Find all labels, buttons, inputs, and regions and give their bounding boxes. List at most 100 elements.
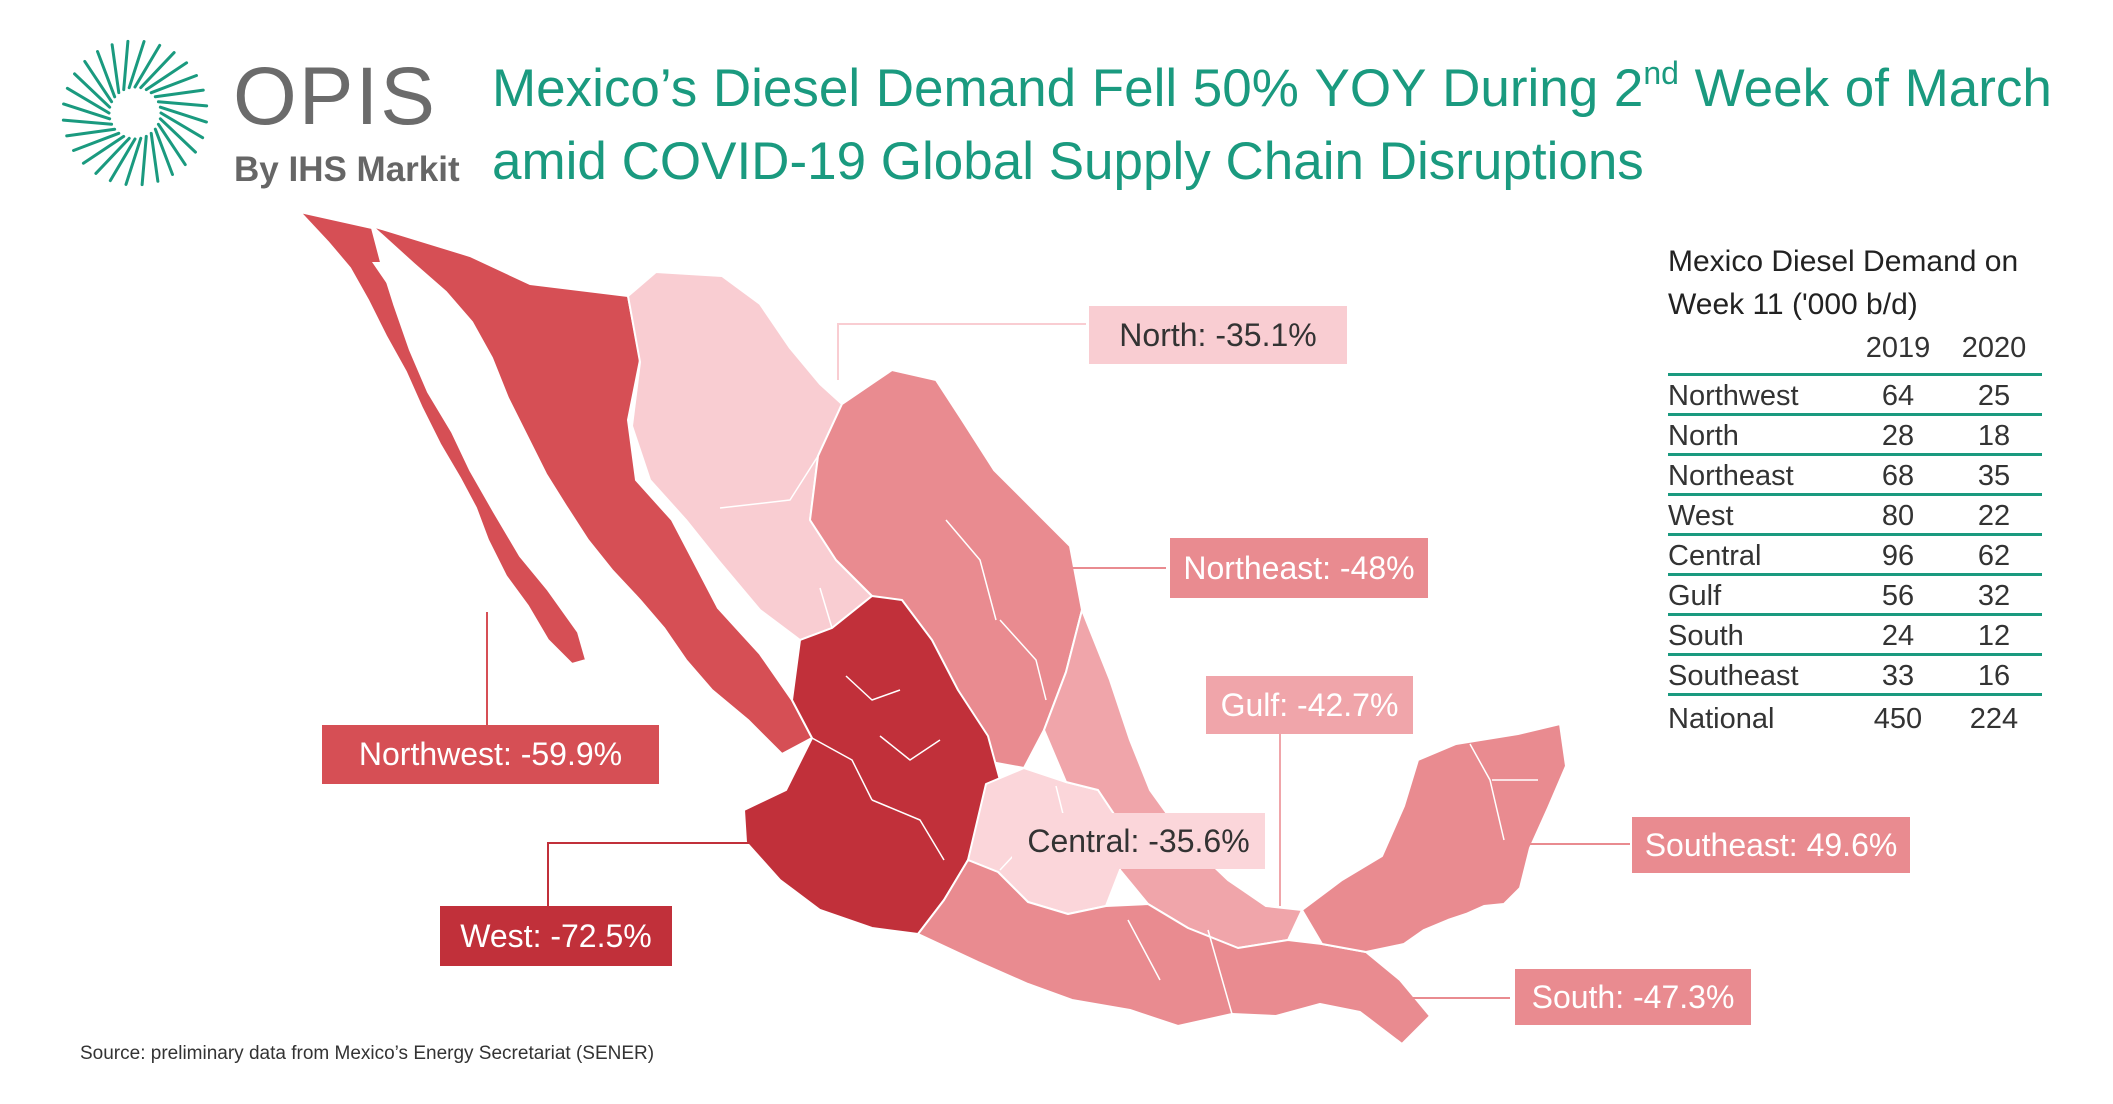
brand-name: OPIS — [233, 51, 437, 142]
leader-north — [837, 323, 1086, 380]
column-header-2020: 2020 — [1961, 332, 2027, 364]
title-ordinal-suffix: nd — [1643, 55, 1679, 91]
logo-ray — [65, 127, 117, 138]
row-region: National — [1668, 703, 1775, 735]
row-region: West — [1668, 500, 1734, 532]
row-region: Northwest — [1668, 380, 1799, 412]
row-value-2019: 64 — [1881, 380, 1915, 412]
logo-ray — [133, 43, 162, 89]
title-word: Diesel — [712, 59, 861, 118]
title-word: Mexico’s — [492, 59, 698, 118]
brand-tagline: By IHS Markit — [234, 150, 460, 189]
logo-ray — [62, 102, 112, 121]
title-word: During — [1442, 59, 1599, 118]
row-value-2020: 224 — [1969, 703, 2019, 735]
table-row-west: West 80 22 — [1668, 496, 2042, 536]
logo-ray — [83, 59, 114, 104]
region-south — [917, 859, 1431, 1045]
logo-ray — [122, 39, 130, 92]
column-header-2019: 2019 — [1865, 332, 1931, 364]
logo-ray — [94, 136, 131, 175]
region-northwest-mainland — [371, 225, 813, 755]
table-row-gulf: Gulf 56 32 — [1668, 576, 2042, 616]
title-line-2: amid COVID-19 Global Supply Chain Disrup… — [492, 132, 1644, 191]
logo-ray — [139, 51, 176, 90]
row-value-2019: 450 — [1873, 703, 1923, 735]
page-title: Mexico’s Diesel Demand Fell 50% YOY Duri… — [492, 52, 2052, 198]
logo-ray — [156, 100, 209, 108]
logo-ray — [65, 86, 111, 115]
label-north: North: -35.1% — [1089, 306, 1347, 364]
table-row-national: National 450 224 — [1668, 696, 2042, 736]
logo-ray — [72, 131, 121, 152]
row-value-2019: 56 — [1881, 580, 1915, 612]
logo-ray — [140, 134, 148, 187]
diesel-demand-table: Mexico Diesel Demand on Week 11 ('000 b/… — [1668, 240, 2042, 736]
region-northwest-baja — [299, 211, 587, 665]
leader-west — [547, 842, 755, 906]
title-ordinal: 2nd — [1614, 52, 1679, 125]
table-row-central: Central 96 62 — [1668, 536, 2042, 576]
table-header-row: 2019 2020 — [1668, 332, 2042, 376]
title-word: 50% — [1192, 59, 1299, 118]
row-region: Northeast — [1668, 460, 1794, 492]
label-west: West: -72.5% — [440, 906, 672, 966]
row-region: South — [1668, 620, 1744, 652]
source-note: Source: preliminary data from Mexico’s E… — [80, 1043, 655, 1064]
row-region: Gulf — [1668, 580, 1722, 612]
title-word: YOY — [1314, 59, 1427, 118]
label-central: Central: -35.6% — [1012, 813, 1265, 869]
logo-ray — [156, 122, 187, 167]
row-value-2020: 25 — [1977, 380, 2011, 412]
title-word: Fell — [1091, 59, 1178, 118]
region-southeast — [1301, 723, 1567, 953]
logo-ray — [108, 137, 137, 183]
row-value-2019: 80 — [1881, 500, 1915, 532]
logo-ray — [124, 136, 143, 186]
title-ordinal-number: 2 — [1613, 59, 1644, 118]
table-row-northeast: Northeast 68 35 — [1668, 456, 2042, 496]
row-value-2019: 28 — [1881, 420, 1915, 452]
logo-ray — [149, 131, 160, 183]
sunburst-logo-icon — [61, 39, 209, 187]
opis-logo: OPIS By IHS Markit — [60, 38, 480, 198]
table-row-north: North 28 18 — [1668, 416, 2042, 456]
title-word: Week — [1694, 59, 1830, 118]
row-region: Central — [1668, 540, 1762, 572]
logo-ray — [127, 40, 146, 90]
label-southeast: Southeast: 49.6% — [1632, 817, 1910, 873]
table-row-northwest: Northwest 64 25 — [1668, 376, 2042, 416]
logo-ray — [153, 88, 205, 99]
row-value-2020: 35 — [1977, 460, 2011, 492]
row-region: North — [1668, 420, 1739, 452]
logo-ray — [73, 72, 112, 109]
title-word: March — [1904, 59, 2052, 118]
table-row-southeast: Southeast 33 16 — [1668, 656, 2042, 696]
row-value-2019: 96 — [1881, 540, 1915, 572]
logo-ray — [158, 105, 208, 124]
title-line-1: Mexico’s Diesel Demand Fell 50% YOY Duri… — [492, 52, 2052, 125]
table-title: Mexico Diesel Demand on Week 11 ('000 b/… — [1668, 245, 2019, 321]
label-south: South: -47.3% — [1515, 969, 1751, 1025]
label-northwest: Northwest: -59.9% — [322, 725, 659, 784]
region-west — [743, 595, 1001, 935]
title-word: Demand — [875, 59, 1077, 118]
row-value-2020: 22 — [1977, 500, 2011, 532]
row-value-2020: 18 — [1977, 420, 2011, 452]
logo-ray — [153, 127, 174, 176]
logo-ray — [96, 50, 117, 99]
row-value-2020: 32 — [1977, 580, 2011, 612]
logo-ray — [159, 111, 205, 140]
row-value-2020: 12 — [1977, 620, 2011, 652]
logo-ray — [144, 61, 189, 92]
label-northeast: Northeast: -48% — [1170, 538, 1428, 598]
logo-ray — [81, 134, 126, 165]
row-value-2019: 33 — [1881, 660, 1915, 692]
row-value-2020: 62 — [1977, 540, 2011, 572]
logo-ray — [110, 43, 121, 95]
title-word: of — [1844, 59, 1889, 118]
row-region: Southeast — [1668, 660, 1799, 692]
row-value-2019: 24 — [1881, 620, 1915, 652]
logo-ray — [158, 117, 197, 154]
